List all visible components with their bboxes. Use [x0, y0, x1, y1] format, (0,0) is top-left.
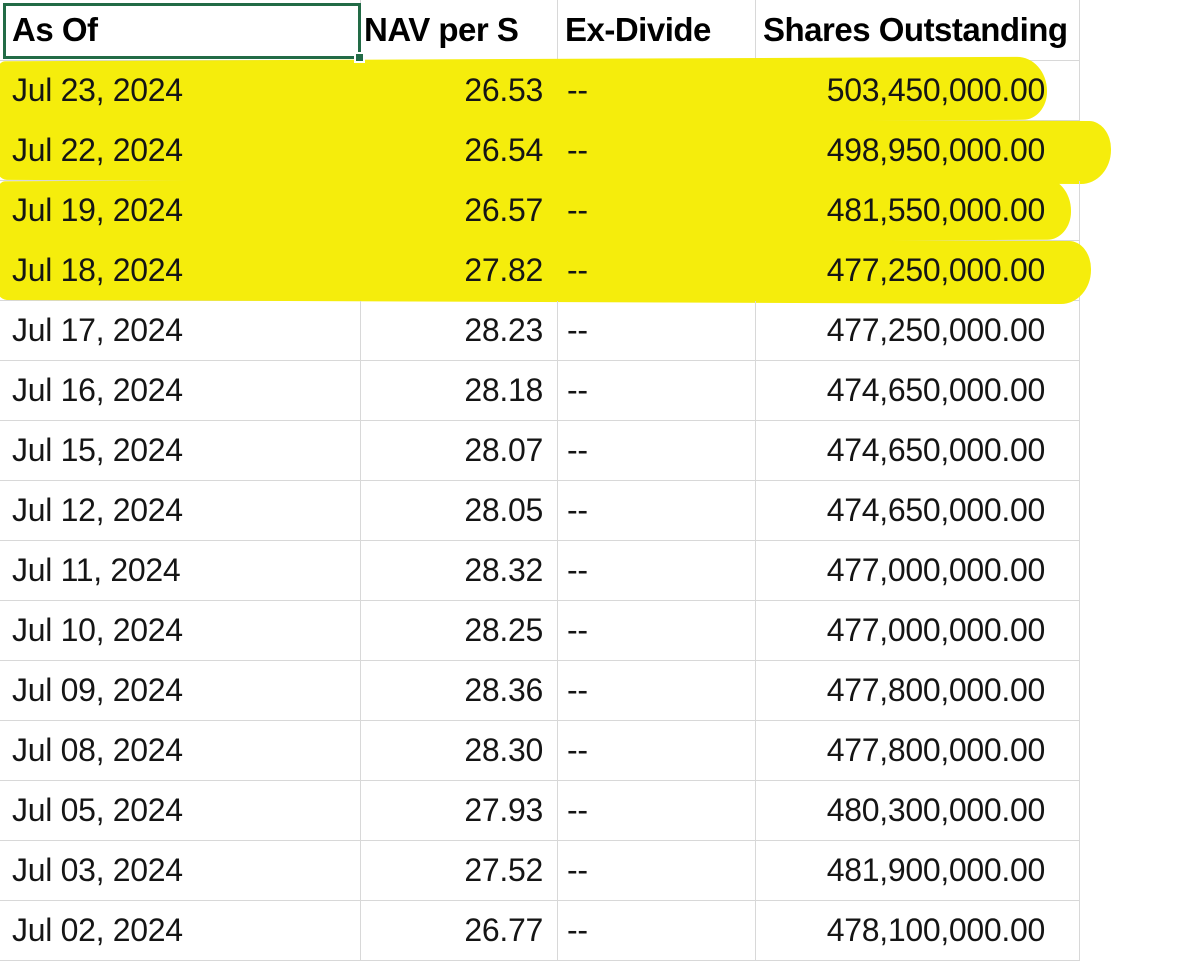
table-row: Jul 12, 2024 28.05 -- 474,650,000.00: [0, 481, 1080, 541]
header-shares-outstanding[interactable]: Shares Outstanding: [763, 11, 1068, 48]
cell-shares-outstanding[interactable]: 474,650,000.00: [826, 492, 1046, 528]
cell-shares-outstanding[interactable]: 477,800,000.00: [826, 672, 1046, 708]
cell-ex-dividend[interactable]: --: [567, 372, 588, 408]
cell-shares-outstanding[interactable]: 477,250,000.00: [826, 312, 1046, 348]
table-row: Jul 17, 2024 28.23 -- 477,250,000.00: [0, 301, 1080, 361]
cell-shares-outstanding[interactable]: 474,650,000.00: [826, 432, 1046, 468]
table-row: Jul 05, 2024 27.93 -- 480,300,000.00: [0, 781, 1080, 841]
cell-ex-dividend[interactable]: --: [567, 492, 588, 528]
table-row: Jul 19, 2024 26.57 -- 481,550,000.00: [0, 181, 1080, 241]
cell-nav[interactable]: 28.23: [464, 312, 543, 348]
table-body: Jul 23, 2024 26.53 -- 503,450,000.00 Jul…: [0, 61, 1188, 961]
cell-as-of[interactable]: Jul 12, 2024: [12, 492, 183, 528]
table-row: Jul 11, 2024 28.32 -- 477,000,000.00: [0, 541, 1080, 601]
cell-as-of[interactable]: Jul 03, 2024: [12, 852, 183, 888]
cell-as-of[interactable]: Jul 15, 2024: [12, 432, 183, 468]
table-row: Jul 15, 2024 28.07 -- 474,650,000.00: [0, 421, 1080, 481]
cell-nav[interactable]: 27.82: [464, 252, 543, 288]
cell-nav[interactable]: 28.18: [464, 372, 543, 408]
cell-ex-dividend[interactable]: --: [567, 792, 588, 828]
cell-nav[interactable]: 27.93: [464, 792, 543, 828]
cell-ex-dividend[interactable]: --: [567, 312, 588, 348]
table-row: Jul 23, 2024 26.53 -- 503,450,000.00: [0, 61, 1080, 121]
cell-ex-dividend[interactable]: --: [567, 612, 588, 648]
table-row: Jul 10, 2024 28.25 -- 477,000,000.00: [0, 601, 1080, 661]
cell-shares-outstanding[interactable]: 498,950,000.00: [826, 132, 1046, 168]
cell-as-of[interactable]: Jul 19, 2024: [12, 192, 183, 228]
cell-nav[interactable]: 26.57: [464, 192, 543, 228]
cell-shares-outstanding[interactable]: 480,300,000.00: [826, 792, 1046, 828]
cell-as-of[interactable]: Jul 02, 2024: [12, 912, 183, 948]
cell-ex-dividend[interactable]: --: [567, 432, 588, 468]
cell-as-of[interactable]: Jul 17, 2024: [12, 312, 183, 348]
cell-shares-outstanding[interactable]: 474,650,000.00: [826, 372, 1046, 408]
cell-nav[interactable]: 28.30: [464, 732, 543, 768]
cell-shares-outstanding[interactable]: 477,800,000.00: [826, 732, 1046, 768]
cell-ex-dividend[interactable]: --: [567, 732, 588, 768]
cell-nav[interactable]: 27.52: [464, 852, 543, 888]
header-row: As Of NAV per S Ex-Divide Shares Outstan…: [0, 0, 1080, 61]
cell-nav[interactable]: 26.53: [464, 72, 543, 108]
cell-shares-outstanding[interactable]: 477,000,000.00: [826, 552, 1046, 588]
selected-cell-outline: [3, 3, 365, 63]
cell-nav[interactable]: 26.77: [464, 912, 543, 948]
header-as-of[interactable]: As Of: [12, 11, 98, 48]
cell-shares-outstanding[interactable]: 503,450,000.00: [826, 72, 1046, 108]
table-row: Jul 02, 2024 26.77 -- 478,100,000.00: [0, 901, 1080, 961]
cell-as-of[interactable]: Jul 08, 2024: [12, 732, 183, 768]
table-row: Jul 08, 2024 28.30 -- 477,800,000.00: [0, 721, 1080, 781]
cell-ex-dividend[interactable]: --: [567, 672, 588, 708]
cell-ex-dividend[interactable]: --: [567, 552, 588, 588]
cell-shares-outstanding[interactable]: 477,000,000.00: [826, 612, 1046, 648]
header-ex-dividend[interactable]: Ex-Divide: [565, 11, 711, 48]
cell-as-of[interactable]: Jul 05, 2024: [12, 792, 183, 828]
cell-nav[interactable]: 28.05: [464, 492, 543, 528]
cell-shares-outstanding[interactable]: 477,250,000.00: [826, 252, 1046, 288]
cell-as-of[interactable]: Jul 16, 2024: [12, 372, 183, 408]
cell-ex-dividend[interactable]: --: [567, 252, 588, 288]
header-nav-per-share[interactable]: NAV per S: [364, 11, 519, 48]
cell-as-of[interactable]: Jul 23, 2024: [12, 72, 183, 108]
cell-ex-dividend[interactable]: --: [567, 132, 588, 168]
cell-ex-dividend[interactable]: --: [567, 192, 588, 228]
cell-nav[interactable]: 28.32: [464, 552, 543, 588]
cell-ex-dividend[interactable]: --: [567, 72, 588, 108]
cell-as-of[interactable]: Jul 18, 2024: [12, 252, 183, 288]
table-row: Jul 22, 2024 26.54 -- 498,950,000.00: [0, 121, 1080, 181]
cell-nav[interactable]: 28.07: [464, 432, 543, 468]
cell-as-of[interactable]: Jul 10, 2024: [12, 612, 183, 648]
cell-nav[interactable]: 28.25: [464, 612, 543, 648]
cell-as-of[interactable]: Jul 09, 2024: [12, 672, 183, 708]
cell-ex-dividend[interactable]: --: [567, 912, 588, 948]
fill-handle[interactable]: [354, 52, 365, 63]
cell-ex-dividend[interactable]: --: [567, 852, 588, 888]
table-row: Jul 09, 2024 28.36 -- 477,800,000.00: [0, 661, 1080, 721]
cell-nav[interactable]: 28.36: [464, 672, 543, 708]
table-row: Jul 16, 2024 28.18 -- 474,650,000.00: [0, 361, 1080, 421]
table-row: Jul 18, 2024 27.82 -- 477,250,000.00: [0, 241, 1080, 301]
cell-shares-outstanding[interactable]: 481,900,000.00: [826, 852, 1046, 888]
cell-shares-outstanding[interactable]: 478,100,000.00: [826, 912, 1046, 948]
cell-as-of[interactable]: Jul 22, 2024: [12, 132, 183, 168]
cell-as-of[interactable]: Jul 11, 2024: [12, 552, 181, 588]
cell-shares-outstanding[interactable]: 481,550,000.00: [826, 192, 1046, 228]
cell-nav[interactable]: 26.54: [464, 132, 543, 168]
table-row: Jul 03, 2024 27.52 -- 481,900,000.00: [0, 841, 1080, 901]
